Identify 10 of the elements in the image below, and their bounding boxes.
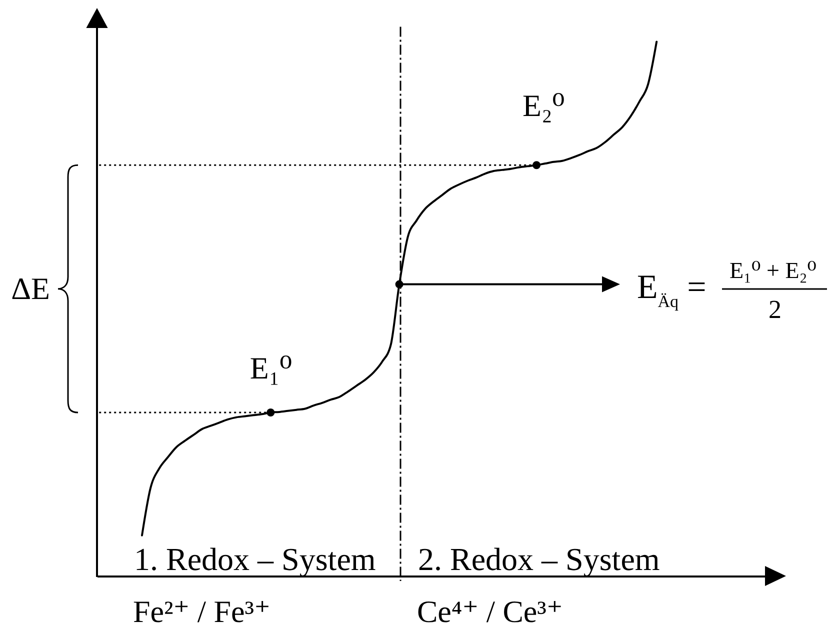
text: Fe²⁺ / Fe³⁺: [133, 594, 270, 626]
text: ΔE: [11, 271, 50, 306]
annotation: E₂⁰: [522, 88, 565, 123]
text: 2: [768, 295, 782, 324]
annotation: E₁⁰ + E₂⁰: [729, 258, 817, 283]
text: Ce⁴⁺ / Ce³⁺: [417, 594, 563, 626]
annotation: E₁⁰: [250, 350, 292, 386]
annotation: 2. Redox – System: [418, 541, 660, 577]
annotation: 1. Redox – System: [134, 541, 376, 577]
annotation: E$_{Äq}$ =: [637, 269, 706, 311]
